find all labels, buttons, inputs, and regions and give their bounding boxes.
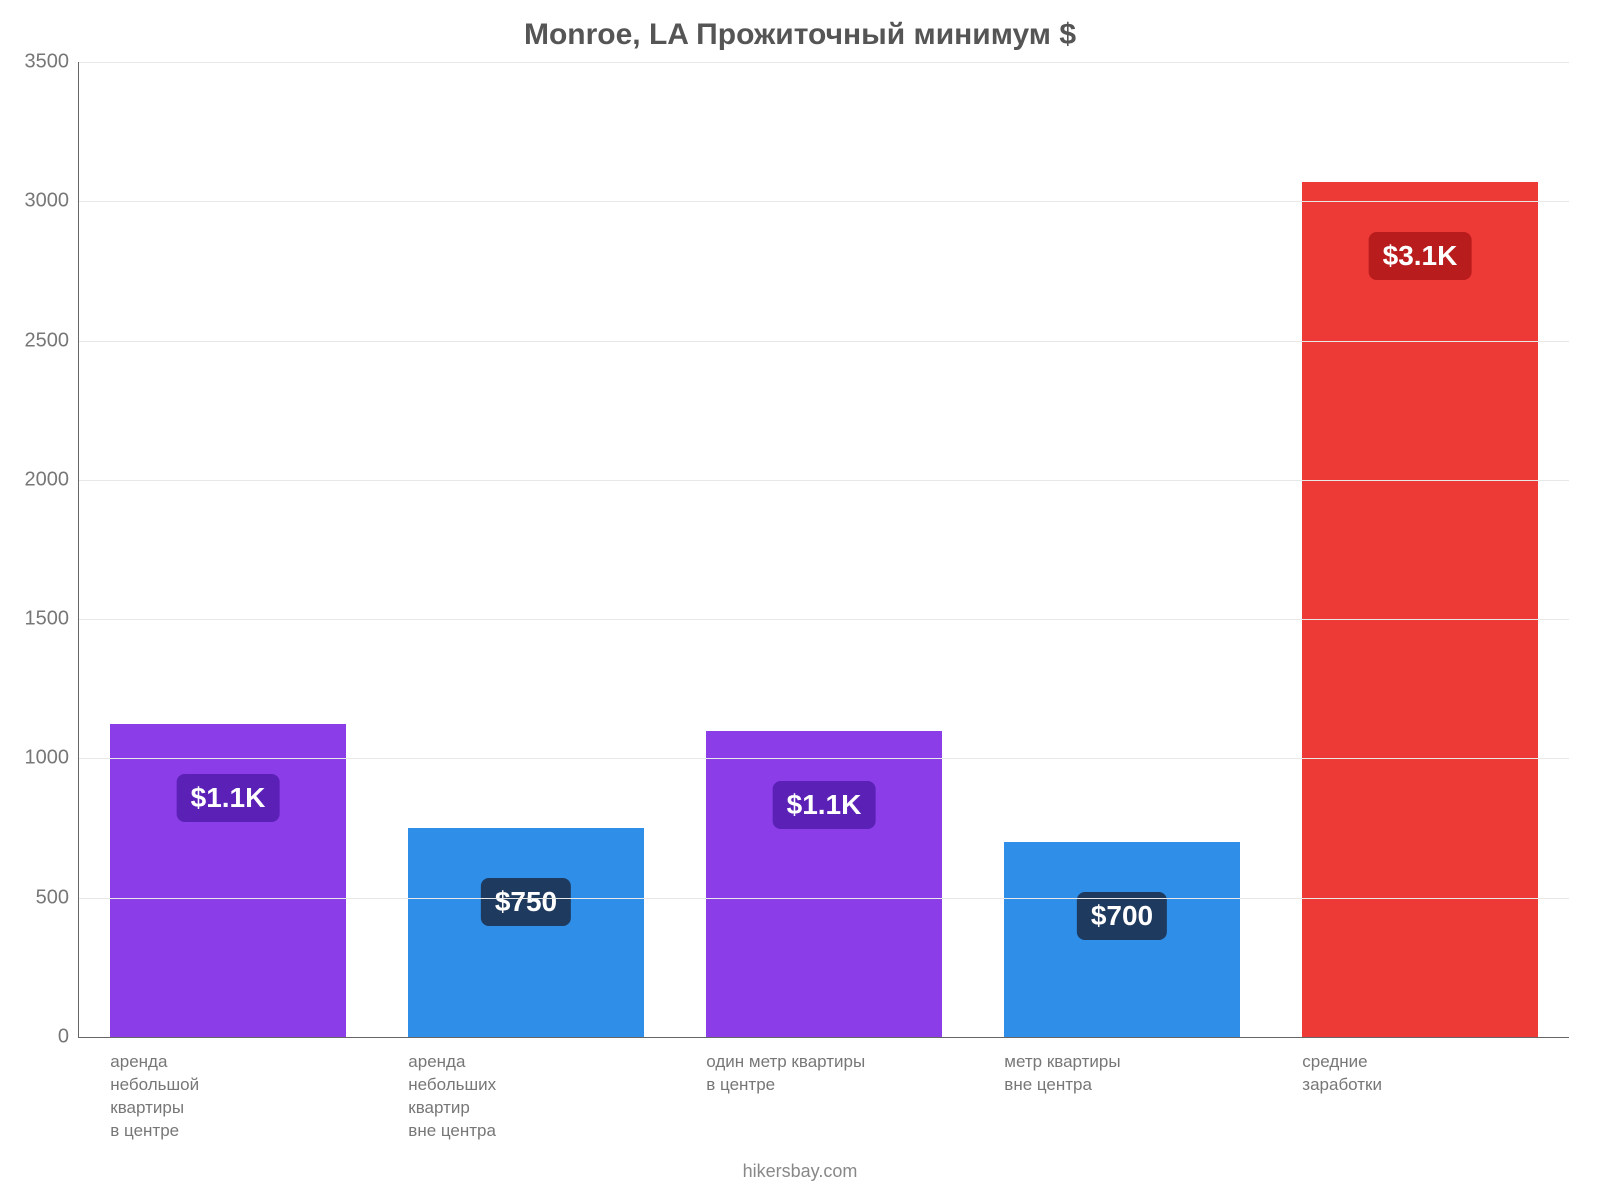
y-tick-label: 3500 bbox=[25, 51, 80, 74]
attribution-text: hikersbay.com bbox=[0, 1161, 1600, 1182]
y-tick-label: 2500 bbox=[25, 329, 80, 352]
bar: $750 bbox=[408, 828, 643, 1037]
x-tick-label: один метр квартиры в центре bbox=[706, 1051, 981, 1097]
bar-value-label: $3.1K bbox=[1369, 232, 1472, 280]
plot-area: $1.1K$750$1.1K$700$3.1K аренда небольшой… bbox=[78, 62, 1569, 1038]
bar-value-label: $700 bbox=[1077, 892, 1167, 940]
y-tick-label: 1500 bbox=[25, 608, 80, 631]
y-tick-label: 1000 bbox=[25, 747, 80, 770]
grid-line bbox=[79, 62, 1569, 63]
grid-line bbox=[79, 341, 1569, 342]
bar-value-label: $1.1K bbox=[773, 781, 876, 829]
bar: $3.1K bbox=[1302, 182, 1537, 1037]
bar-value-label: $1.1K bbox=[177, 774, 280, 822]
chart-container: Monroe, LA Прожиточный минимум $ $1.1K $7… bbox=[0, 0, 1600, 1200]
bar: $1.1K bbox=[706, 731, 941, 1037]
bar: $700 bbox=[1004, 842, 1239, 1037]
bars-layer: $1.1K $750 $1.1K $700 $3.1K bbox=[79, 62, 1569, 1037]
bar-value-label: $750 bbox=[481, 878, 571, 926]
x-tick-label: средние заработки bbox=[1302, 1051, 1577, 1097]
y-tick-label: 500 bbox=[36, 886, 79, 909]
grid-line bbox=[79, 898, 1569, 899]
y-tick-label: 2000 bbox=[25, 468, 80, 491]
grid-line bbox=[79, 201, 1569, 202]
y-tick-label: 0 bbox=[58, 1026, 79, 1049]
x-tick-label: аренда небольших квартир вне центра bbox=[408, 1051, 683, 1143]
bar: $1.1K bbox=[110, 724, 345, 1037]
y-tick-label: 3000 bbox=[25, 190, 80, 213]
x-tick-label: аренда небольшой квартиры в центре bbox=[110, 1051, 385, 1143]
grid-line bbox=[79, 619, 1569, 620]
grid-line bbox=[79, 480, 1569, 481]
chart-title: Monroe, LA Прожиточный минимум $ bbox=[0, 18, 1600, 52]
grid-line bbox=[79, 758, 1569, 759]
x-tick-label: метр квартиры вне центра bbox=[1004, 1051, 1279, 1097]
